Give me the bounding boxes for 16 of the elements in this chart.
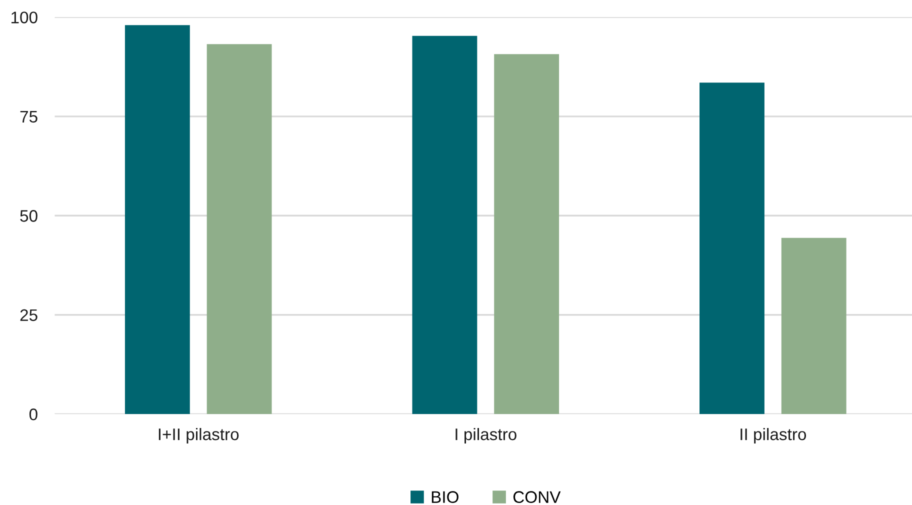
bar xyxy=(124,25,190,414)
bar xyxy=(700,82,764,414)
y-tick-label: 25 xyxy=(20,309,38,322)
legend-label: CONV xyxy=(513,491,561,503)
y-tick-label: 100 xyxy=(12,12,38,24)
bar xyxy=(781,238,846,414)
bar xyxy=(412,36,478,414)
x-tick-label: I+II pilastro xyxy=(158,428,239,444)
x-tick-label: I pilastro xyxy=(456,428,516,444)
y-tick-label: 0 xyxy=(29,408,38,420)
bar xyxy=(206,44,272,414)
bar xyxy=(494,54,560,414)
x-tick-label: II pilastro xyxy=(740,428,806,444)
legend-label: BIO xyxy=(432,491,458,503)
y-tick-label: 50 xyxy=(20,210,38,222)
y-tick-label: 75 xyxy=(20,110,38,123)
